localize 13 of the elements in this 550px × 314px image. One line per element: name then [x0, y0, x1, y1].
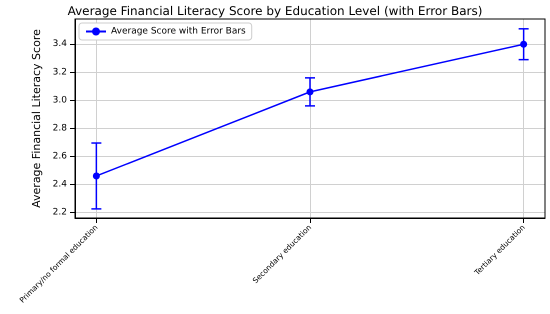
y-tick-label: 3.2 [52, 67, 67, 78]
y-tick-label: 3.0 [52, 95, 68, 106]
point [306, 88, 314, 96]
y-tick-label: 2.4 [52, 179, 68, 190]
y-tick-label: 2.2 [52, 207, 67, 218]
point [520, 40, 528, 48]
y-tick-label: 3.4 [52, 39, 68, 50]
legend-label: Average Score with Error Bars [111, 26, 246, 36]
y-axis-title: Average Financial Literacy Score [30, 28, 43, 208]
y-tick-label: 2.8 [52, 123, 68, 134]
point [92, 172, 100, 180]
y-tick-label: 2.6 [52, 151, 68, 162]
chart-title: Average Financial Literacy Score by Education Level (with Error Bars) [68, 4, 482, 18]
